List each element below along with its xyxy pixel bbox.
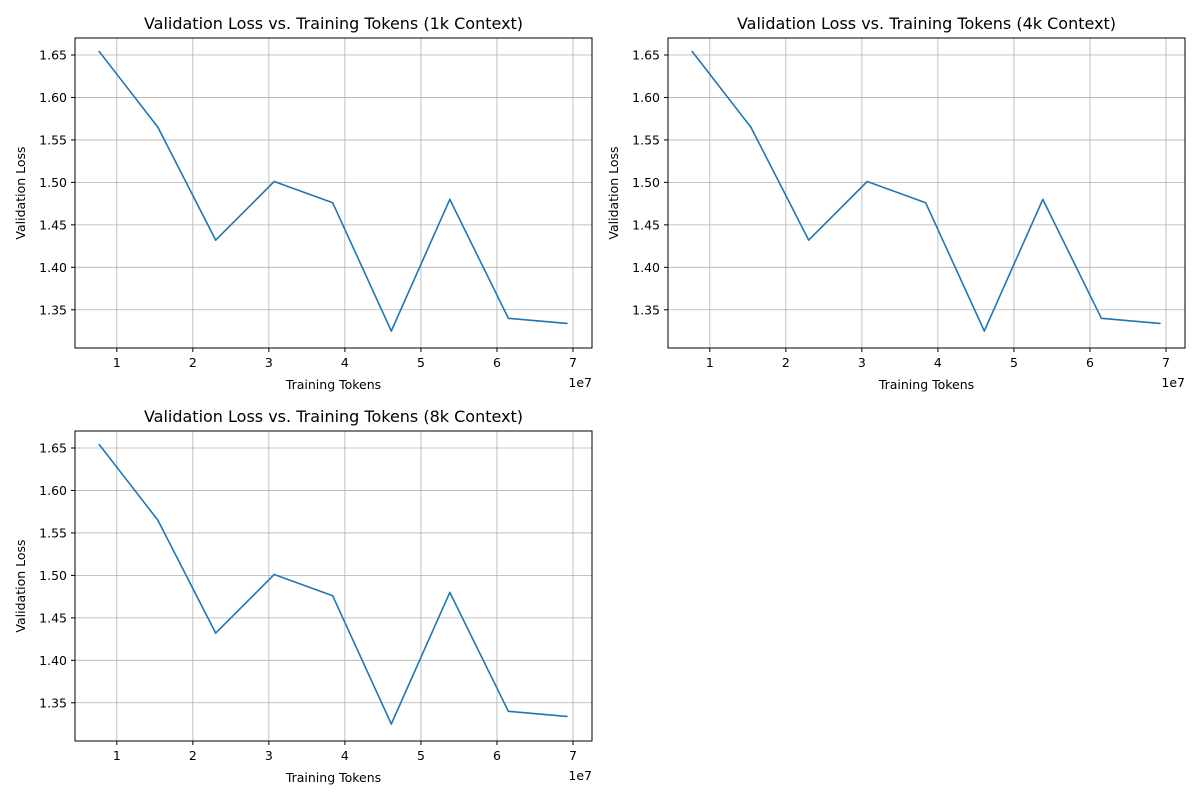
y-tick-label: 1.45 [39, 217, 67, 232]
x-offset-label: 1e7 [568, 768, 592, 783]
x-offset-label: 1e7 [568, 375, 592, 390]
data-point [449, 591, 451, 594]
chart-title: Validation Loss vs. Training Tokens (1k … [144, 14, 523, 33]
data-point [507, 710, 510, 713]
x-tick-label: 5 [417, 355, 425, 370]
x-axis-label: Training Tokens [285, 770, 381, 785]
series [98, 50, 568, 332]
y-axis-label: Validation Loss [606, 146, 621, 239]
data-point [691, 50, 694, 53]
x-offset-label: 1e7 [1161, 375, 1185, 390]
data-point [273, 573, 275, 576]
data-point [273, 180, 275, 183]
x-tick-label: 7 [569, 355, 577, 370]
data-point [866, 180, 868, 183]
x-tick-label: 6 [493, 355, 501, 370]
x-tick-label: 2 [189, 355, 197, 370]
data-point [566, 715, 568, 718]
y-tick-label: 1.35 [39, 695, 67, 710]
x-tick-label: 4 [934, 355, 942, 370]
x-tick-label: 3 [858, 355, 866, 370]
data-point [98, 50, 101, 53]
data-point [449, 198, 451, 201]
y-tick-label: 1.65 [39, 440, 67, 455]
data-point [98, 443, 101, 446]
x-tick-label: 1 [113, 355, 121, 370]
data-point [157, 126, 159, 128]
y-tick-label: 1.60 [39, 90, 67, 105]
x-tick-label: 6 [493, 748, 501, 763]
subplot-4k-context: Validation Loss vs. Training Tokens (4k … [606, 14, 1186, 392]
data-point [750, 126, 752, 128]
y-tick-label: 1.55 [632, 132, 660, 147]
data-point [1042, 198, 1044, 201]
chart-title: Validation Loss vs. Training Tokens (8k … [144, 407, 523, 426]
plot-frame [667, 37, 1186, 349]
grid [75, 431, 592, 741]
x-tick-label: 4 [341, 748, 349, 763]
data-point [390, 723, 393, 725]
series [98, 443, 568, 725]
plot-frame [74, 430, 593, 742]
y-axis-label: Validation Loss [13, 146, 28, 239]
y-tick-label: 1.40 [632, 260, 660, 275]
ticks: 1 2 3 4 5 6 7 1.35 1.40 1.45 1.50 1.55 1.60 1.65 [39, 47, 577, 370]
x-tick-label: 3 [265, 355, 273, 370]
y-tick-label: 1.40 [39, 260, 67, 275]
data-point [390, 330, 393, 332]
data-point [566, 322, 568, 325]
x-tick-label: 4 [341, 355, 349, 370]
x-axis-label: Training Tokens [878, 377, 974, 392]
series [691, 50, 1161, 332]
x-tick-label: 5 [417, 748, 425, 763]
x-tick-label: 2 [189, 748, 197, 763]
x-tick-label: 1 [706, 355, 714, 370]
data-point [983, 330, 986, 332]
y-tick-label: 1.35 [39, 302, 67, 317]
y-tick-label: 1.65 [632, 47, 660, 62]
y-tick-label: 1.60 [39, 483, 67, 498]
x-tick-label: 5 [1010, 355, 1018, 370]
y-tick-label: 1.40 [39, 653, 67, 668]
y-tick-label: 1.35 [632, 302, 660, 317]
plot-frame [74, 37, 593, 349]
x-tick-label: 7 [1162, 355, 1170, 370]
y-tick-label: 1.55 [39, 525, 67, 540]
x-tick-label: 2 [782, 355, 790, 370]
data-point [1159, 322, 1161, 325]
chart-title: Validation Loss vs. Training Tokens (4k … [737, 14, 1116, 33]
ticks: 1 2 3 4 5 6 7 1.35 1.40 1.45 1.50 1.55 1.60 1.65 [39, 440, 577, 763]
data-point [807, 239, 810, 241]
y-tick-label: 1.45 [39, 610, 67, 625]
data-point [214, 239, 217, 241]
subplot-1k-context: Validation Loss vs. Training Tokens (1k … [13, 14, 593, 392]
y-tick-label: 1.45 [632, 217, 660, 232]
y-tick-label: 1.55 [39, 132, 67, 147]
y-axis-label: Validation Loss [13, 539, 28, 632]
data-point [331, 201, 334, 204]
x-tick-label: 6 [1086, 355, 1094, 370]
data-point [331, 594, 334, 597]
ticks: 1 2 3 4 5 6 7 1.35 1.40 1.45 1.50 1.55 1.60 1.65 [632, 47, 1170, 370]
data-point [157, 519, 159, 521]
y-tick-label: 1.50 [39, 568, 67, 583]
data-point [507, 317, 510, 320]
x-axis-label: Training Tokens [285, 377, 381, 392]
x-tick-label: 7 [569, 748, 577, 763]
data-point [214, 632, 217, 634]
y-tick-label: 1.50 [39, 175, 67, 190]
grid [668, 38, 1185, 348]
subplot-8k-context: Validation Loss vs. Training Tokens (8k … [13, 407, 593, 785]
data-point [1100, 317, 1103, 320]
x-tick-label: 3 [265, 748, 273, 763]
grid [75, 38, 592, 348]
y-tick-label: 1.60 [632, 90, 660, 105]
y-tick-label: 1.50 [632, 175, 660, 190]
y-tick-label: 1.65 [39, 47, 67, 62]
data-point [924, 201, 927, 204]
x-tick-label: 1 [113, 748, 121, 763]
